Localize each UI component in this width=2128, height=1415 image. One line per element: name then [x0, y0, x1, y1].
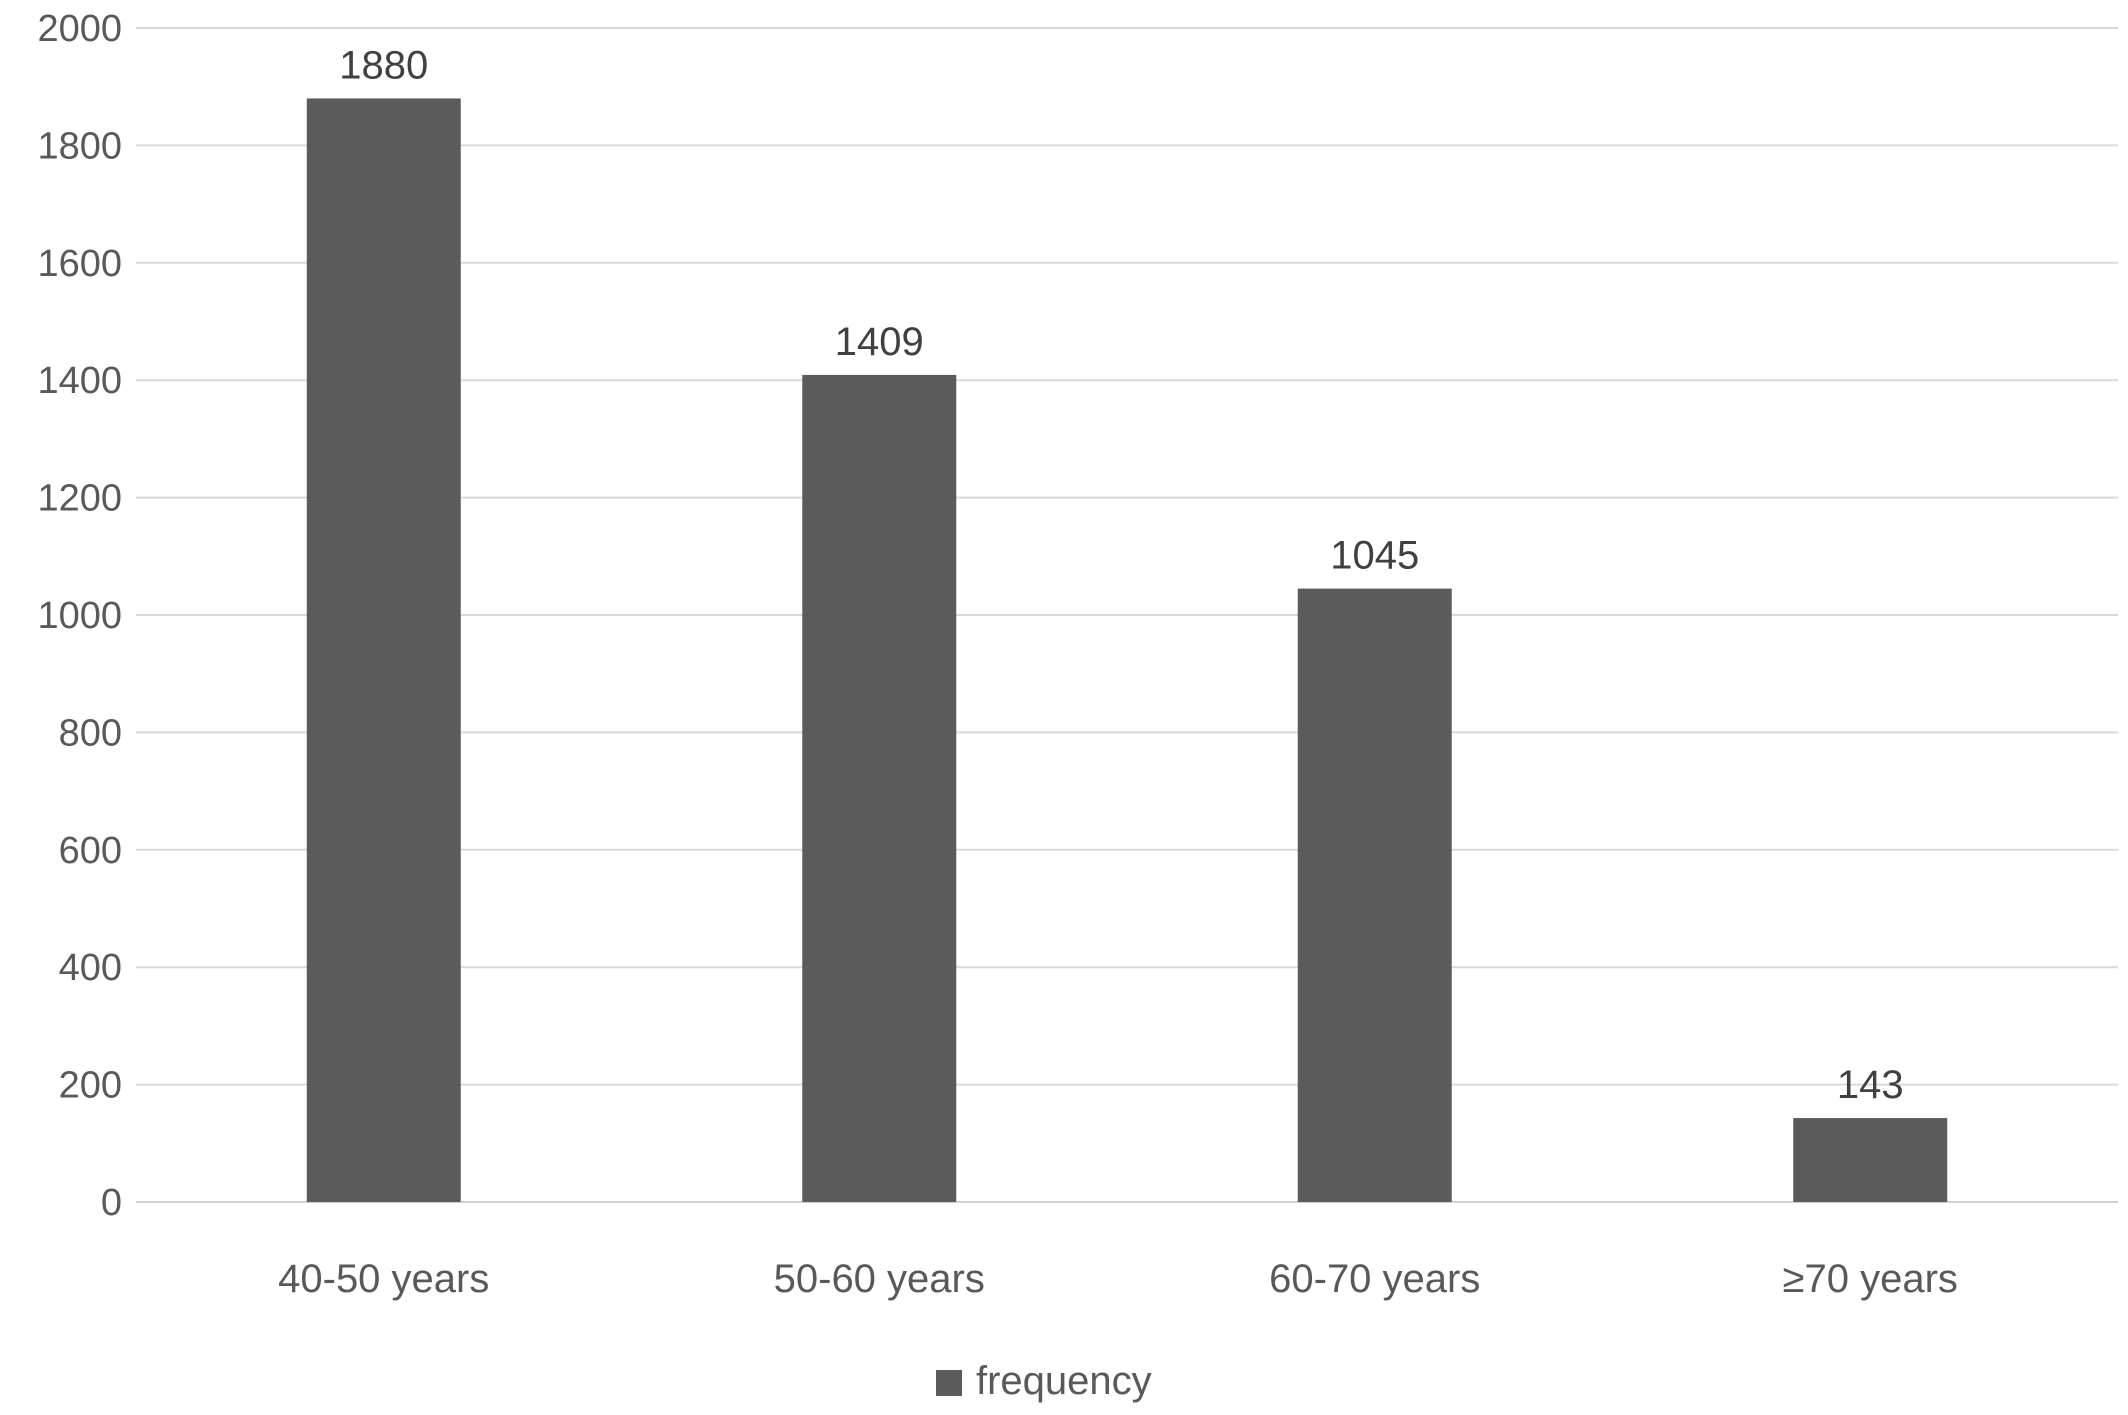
x-category-label-2: 50-60 years [774, 1257, 985, 1301]
y-tick-label: 600 [59, 830, 122, 872]
y-tick-label: 400 [59, 947, 122, 989]
legend-swatch-frequency [936, 1370, 962, 1396]
y-tick-label: 1400 [37, 360, 122, 402]
data-label-2: 1409 [835, 320, 924, 364]
legend: frequency [936, 1359, 1152, 1403]
data-label-3: 1045 [1330, 534, 1419, 578]
y-tick-label: 1600 [37, 243, 122, 285]
x-category-label-1: 40-50 years [278, 1257, 489, 1301]
y-tick-label: 200 [59, 1065, 122, 1107]
y-tick-label: 2000 [37, 8, 122, 50]
gridlines [136, 27, 2118, 1203]
y-tick-label: 800 [59, 712, 122, 754]
x-category-label-3: 60-70 years [1269, 1257, 1480, 1301]
data-labels: 1880 1409 1045 143 [339, 43, 1903, 1107]
x-category-label-4: ≥70 years [1783, 1257, 1958, 1301]
bar-4 [1793, 1118, 1948, 1202]
y-tick-label: 1200 [37, 478, 122, 520]
bar-2 [802, 374, 957, 1202]
y-axis-tick-labels: 0 200 400 600 800 1000 1200 1400 1600 1800 2000 [37, 8, 122, 1224]
data-label-4: 143 [1837, 1063, 1904, 1107]
y-tick-label: 1800 [37, 125, 122, 167]
x-axis-category-labels: 40-50 years 50-60 years 60-70 years ≥70 yea… [278, 1257, 1958, 1301]
y-tick-label: 1000 [37, 595, 122, 637]
legend-label-frequency: frequency [976, 1359, 1152, 1403]
bar-1 [306, 98, 461, 1203]
data-label-1: 1880 [339, 43, 428, 87]
bar-3 [1297, 588, 1452, 1202]
y-tick-label: 0 [101, 1182, 122, 1224]
bars [306, 98, 1948, 1203]
